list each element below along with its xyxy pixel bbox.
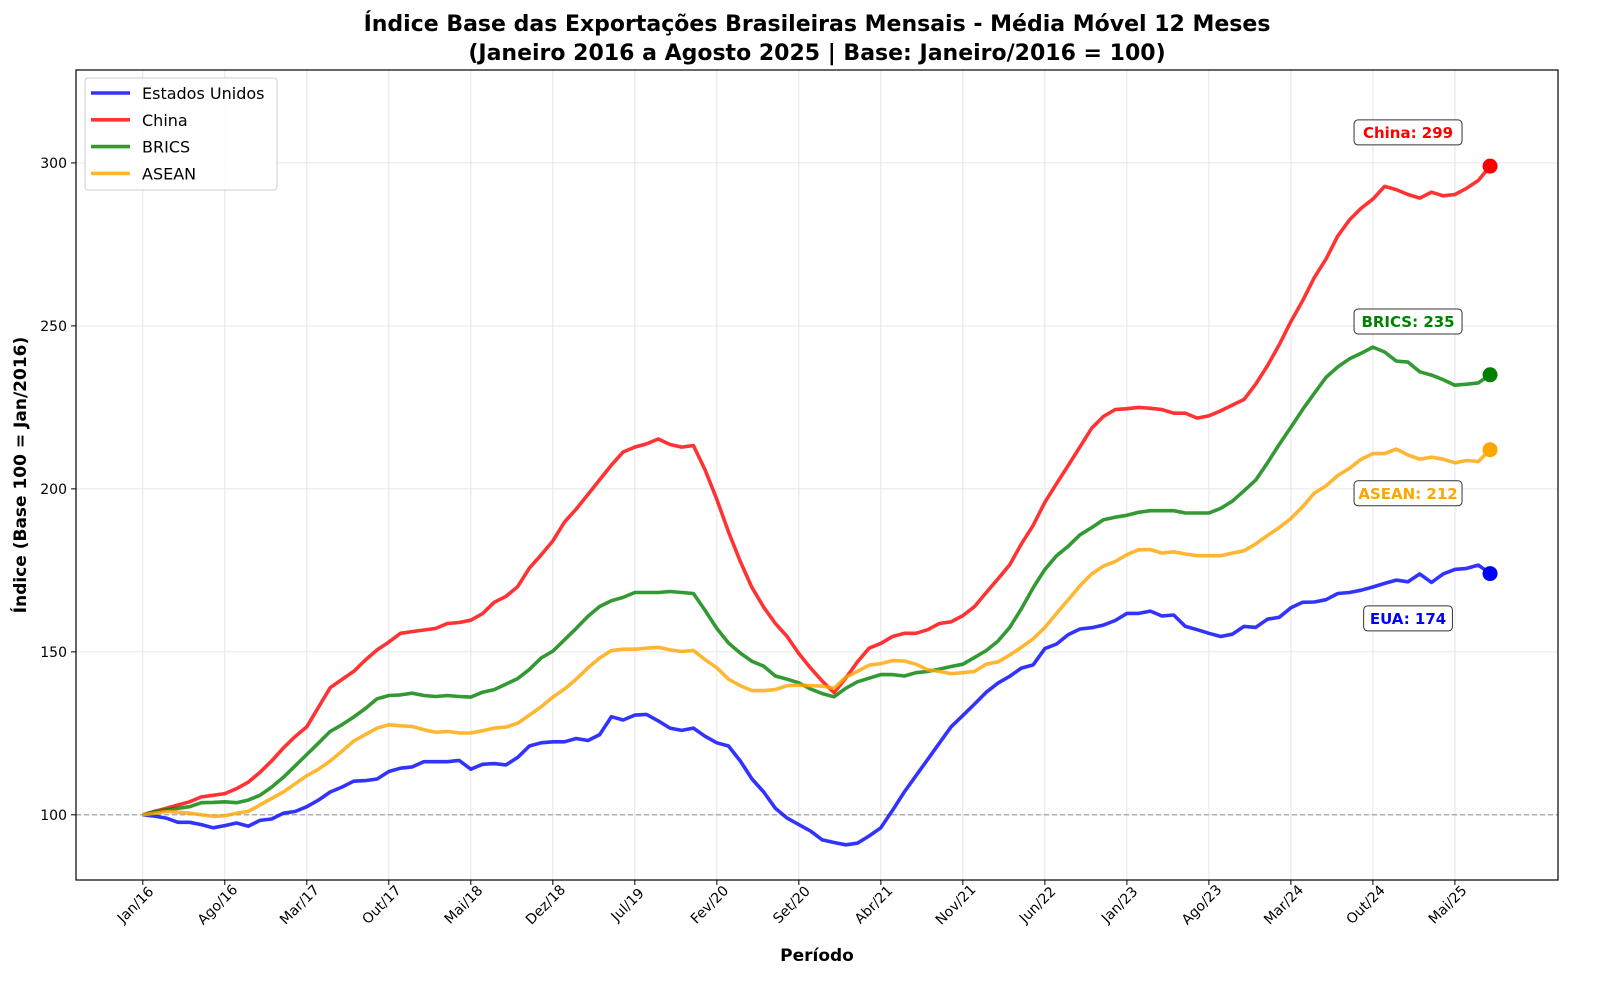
y-tick-label: 150 <box>40 645 67 661</box>
chart-title: Índice Base das Exportações Brasileiras … <box>364 11 1271 37</box>
annotation-box <box>1353 480 1463 507</box>
y-tick-label: 300 <box>40 156 67 172</box>
y-tick-label: 100 <box>40 808 67 824</box>
x-tick-label: Out/17 <box>359 883 404 928</box>
annotation-label: EUA: 174 <box>1370 610 1446 628</box>
annotation-box <box>1363 605 1453 632</box>
x-tick-label: Fev/20 <box>688 883 732 927</box>
annotation-box <box>1353 308 1463 335</box>
legend-label: BRICS <box>142 138 190 157</box>
series-line-brics <box>142 345 1492 817</box>
x-tick-label: Out/24 <box>1343 883 1388 928</box>
legend-label: China <box>142 111 188 130</box>
x-tick-label: Abr/21 <box>852 883 896 927</box>
x-tick-label: Ago/23 <box>1179 882 1225 928</box>
annotation-label: BRICS: 235 <box>1361 313 1454 331</box>
legend-label: ASEAN <box>142 164 196 183</box>
x-tick-label: Mai/18 <box>442 883 487 928</box>
y-tick-label: 250 <box>40 319 67 335</box>
legend-label: Estados Unidos <box>142 84 264 103</box>
x-tick-label: Jun/22 <box>1016 884 1059 927</box>
x-tick-label: Mai/25 <box>1426 883 1471 928</box>
plot-frame <box>75 69 1559 881</box>
chart-subtitle: (Janeiro 2016 a Agosto 2025 | Base: Jane… <box>468 41 1165 66</box>
y-tick-label: 200 <box>40 482 67 498</box>
end-point-marker <box>1482 442 1498 458</box>
x-tick-label: Jul/19 <box>608 886 648 926</box>
legend: Estados Unidos China BRICS ASEAN <box>84 77 278 191</box>
x-tick-label: Set/20 <box>770 883 814 927</box>
end-point-marker <box>1482 158 1498 174</box>
x-tick-label: Mar/24 <box>1261 882 1307 928</box>
x-tick-label: Jan/23 <box>1098 884 1141 927</box>
x-tick-label: Jan/16 <box>114 884 157 927</box>
series-lines <box>142 165 1492 847</box>
end-point-marker <box>1482 566 1498 582</box>
grid <box>76 70 1558 880</box>
legend-box <box>84 77 278 191</box>
y-axis-label: Índice (Base 100 = Jan/2016) <box>9 337 31 613</box>
x-tick-label: Mar/17 <box>277 882 323 928</box>
x-tick-label: Dez/18 <box>523 882 569 928</box>
x-axis-ticks: Jan/16 Ago/16 Mar/17 Out/17 Mai/18 Dez/18 Jul/… <box>114 880 1470 928</box>
x-tick-label: Nov/21 <box>933 882 980 929</box>
end-annotations: EUA: 174 China: 299 BRICS: 235 ASEAN: 212 <box>1353 119 1498 632</box>
end-point-marker <box>1482 367 1498 383</box>
series-line-estados-unidos <box>142 563 1492 847</box>
y-axis-ticks: 100 150 200 250 300 <box>40 156 76 824</box>
x-tick-label: Ago/16 <box>195 882 241 928</box>
x-axis-label: Período <box>780 946 854 966</box>
series-line-asean <box>142 447 1492 819</box>
annotation-label: ASEAN: 212 <box>1358 485 1457 503</box>
annotation-box <box>1353 119 1463 146</box>
series-line-china <box>142 165 1492 817</box>
annotation-label: China: 299 <box>1363 124 1453 142</box>
